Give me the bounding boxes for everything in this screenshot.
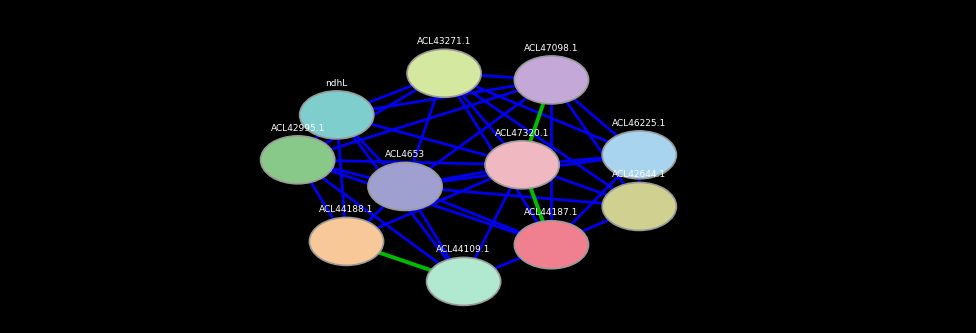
- Ellipse shape: [309, 217, 384, 265]
- Text: ACL47320.1: ACL47320.1: [495, 129, 549, 138]
- Ellipse shape: [602, 182, 676, 230]
- Text: ndhL: ndhL: [326, 79, 347, 88]
- Text: ACL42644.1: ACL42644.1: [612, 170, 667, 179]
- Ellipse shape: [602, 131, 676, 179]
- Text: ACL44187.1: ACL44187.1: [524, 208, 579, 217]
- Text: ACL47098.1: ACL47098.1: [524, 44, 579, 53]
- Ellipse shape: [368, 163, 442, 210]
- Ellipse shape: [427, 257, 501, 305]
- Ellipse shape: [300, 91, 374, 139]
- Ellipse shape: [485, 141, 559, 189]
- Text: ACL44188.1: ACL44188.1: [319, 205, 374, 214]
- Text: ACL44109.1: ACL44109.1: [436, 245, 491, 254]
- Ellipse shape: [514, 56, 589, 104]
- Ellipse shape: [261, 136, 335, 184]
- Text: ACL46225.1: ACL46225.1: [612, 119, 667, 128]
- Ellipse shape: [514, 221, 589, 269]
- Text: ACL43271.1: ACL43271.1: [417, 37, 471, 46]
- Ellipse shape: [407, 49, 481, 97]
- Text: ACL42995.1: ACL42995.1: [270, 124, 325, 133]
- Text: ACL4653: ACL4653: [385, 150, 426, 159]
